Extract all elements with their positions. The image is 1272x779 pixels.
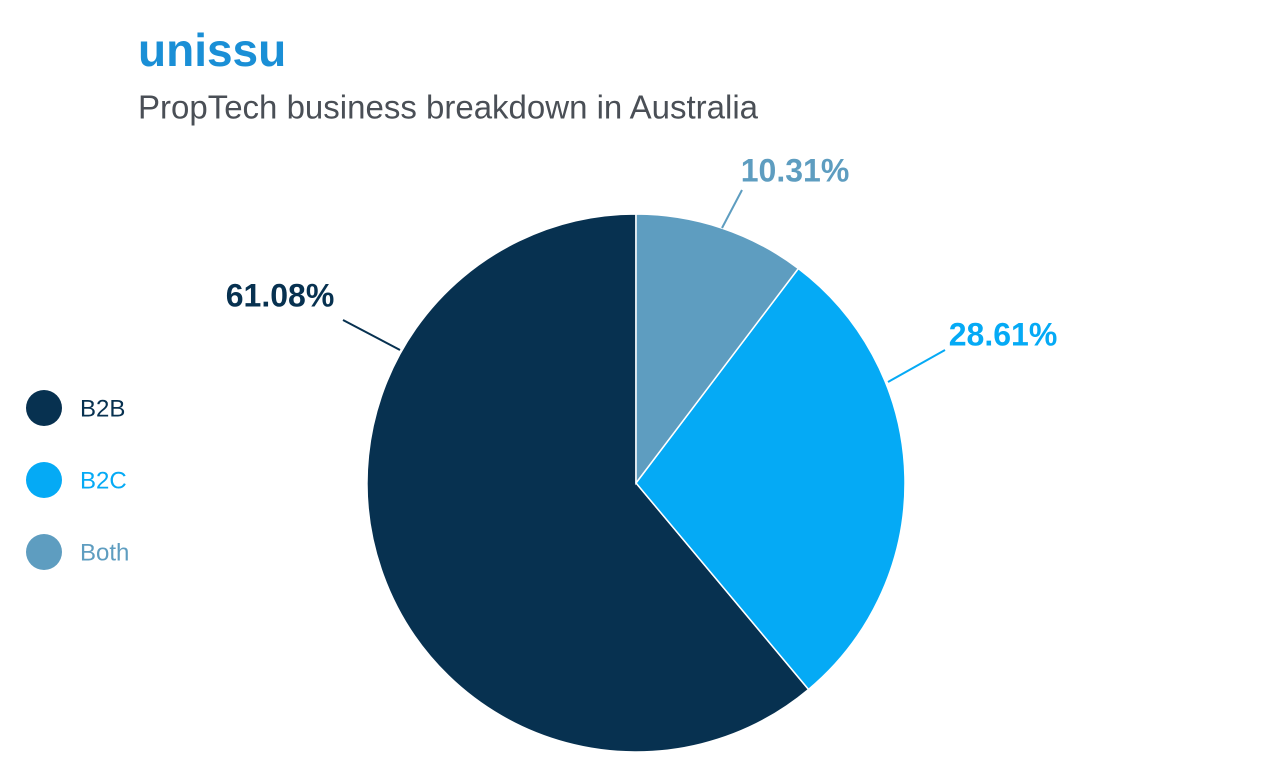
leader-line — [721, 189, 743, 229]
legend-label: Both — [80, 539, 129, 566]
data-label: 61.08% — [226, 277, 335, 313]
legend-label: B2C — [80, 467, 127, 494]
legend-swatch — [26, 462, 62, 498]
pie-slice — [366, 213, 810, 753]
legend-swatch — [26, 390, 62, 426]
legend-swatch — [26, 534, 62, 570]
pie-slice — [635, 213, 800, 486]
leader-line — [342, 319, 401, 351]
leader-line — [887, 349, 946, 383]
pie-slice — [635, 267, 906, 691]
logo: unissu — [138, 24, 286, 76]
data-label: 10.31% — [741, 152, 850, 188]
chart-title: PropTech business breakdown in Australia — [138, 89, 759, 126]
data-label: 28.61% — [949, 316, 1058, 352]
legend-label: B2B — [80, 395, 125, 422]
